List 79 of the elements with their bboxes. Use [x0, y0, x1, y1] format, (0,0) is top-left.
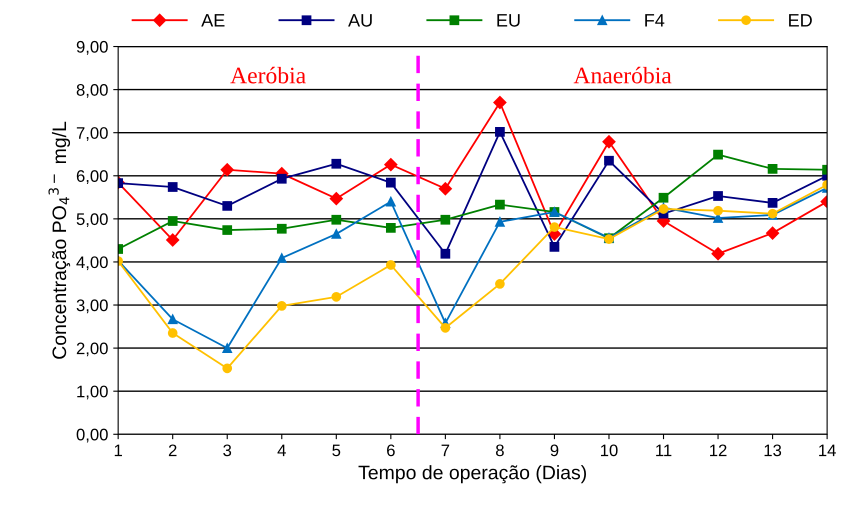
point — [276, 301, 287, 311]
y-tick-label: 1,00 — [77, 386, 108, 400]
point — [495, 279, 505, 289]
point — [222, 343, 232, 353]
point — [658, 204, 668, 214]
y-tick-label: 3,00 — [76, 299, 108, 314]
point — [331, 214, 342, 225]
point — [222, 225, 232, 235]
point — [495, 217, 505, 227]
point — [495, 200, 505, 210]
x-tick-label: 13 — [764, 444, 782, 456]
point — [713, 191, 723, 201]
point — [768, 164, 778, 174]
x-tick-label: 7 — [442, 444, 450, 456]
point — [766, 226, 780, 240]
point — [602, 135, 616, 148]
point — [438, 182, 452, 196]
x-tick-label: 12 — [710, 444, 726, 456]
point — [550, 222, 560, 232]
point — [166, 233, 180, 247]
point — [168, 314, 178, 324]
point — [495, 126, 505, 137]
point — [168, 216, 178, 226]
point — [276, 253, 287, 263]
point — [276, 174, 287, 184]
point — [440, 323, 450, 333]
point — [330, 192, 343, 206]
x-axis-title: Tempo de operação (Dias) — [358, 465, 586, 484]
point — [440, 214, 450, 225]
point — [550, 242, 560, 252]
point — [768, 198, 778, 208]
x-tick-label: 1 — [114, 444, 122, 456]
y-tick-label: 9,00 — [76, 40, 108, 55]
legend-label: EU — [497, 14, 520, 27]
point — [220, 163, 234, 176]
x-tick-label: 2 — [168, 444, 176, 456]
point — [168, 328, 178, 338]
point — [276, 224, 287, 234]
y-tick-label: 5,00 — [76, 213, 108, 228]
y-tick-label: 4,00 — [76, 256, 108, 270]
point — [493, 96, 506, 110]
point — [713, 206, 723, 216]
x-tick-label: 10 — [600, 444, 618, 456]
point — [222, 201, 232, 211]
y-tick-label: 8,00 — [76, 84, 108, 98]
x-tick-label: 6 — [387, 444, 395, 456]
point — [331, 229, 342, 239]
point — [711, 247, 725, 260]
x-tick-label: 5 — [332, 444, 340, 456]
legend-label: AE — [201, 14, 224, 27]
x-tick-label: 11 — [656, 444, 672, 456]
legend-label: F4 — [645, 14, 664, 27]
point — [386, 178, 396, 188]
x-tick-label: 8 — [496, 444, 504, 456]
point — [331, 158, 342, 169]
y-axis-title: Concentração PO$_{4}$$^{3−}$ mg/L — [48, 122, 70, 359]
point — [384, 158, 398, 172]
point — [713, 150, 723, 160]
y-tick-label: 6,00 — [76, 170, 108, 184]
y-tick-label: 2,00 — [76, 342, 108, 356]
x-tick-label: 4 — [278, 444, 286, 456]
annotation: Anaeróbia — [574, 66, 672, 84]
point — [168, 182, 178, 192]
point — [658, 192, 668, 203]
x-tick-label: 3 — [223, 444, 232, 456]
point — [604, 156, 614, 166]
point — [222, 364, 232, 374]
x-tick-label: 9 — [550, 444, 558, 456]
point — [386, 196, 396, 206]
point — [386, 223, 396, 233]
point — [440, 248, 450, 259]
y-tick-label: 0,00 — [76, 428, 108, 442]
annotation: Aeróbia — [230, 66, 306, 84]
legend-label: ED — [789, 14, 812, 27]
legend-label: AU — [348, 14, 372, 27]
point — [386, 260, 396, 270]
x-tick-label: 14 — [819, 444, 836, 456]
y-tick-label: 7,00 — [76, 127, 108, 141]
point — [331, 292, 342, 302]
